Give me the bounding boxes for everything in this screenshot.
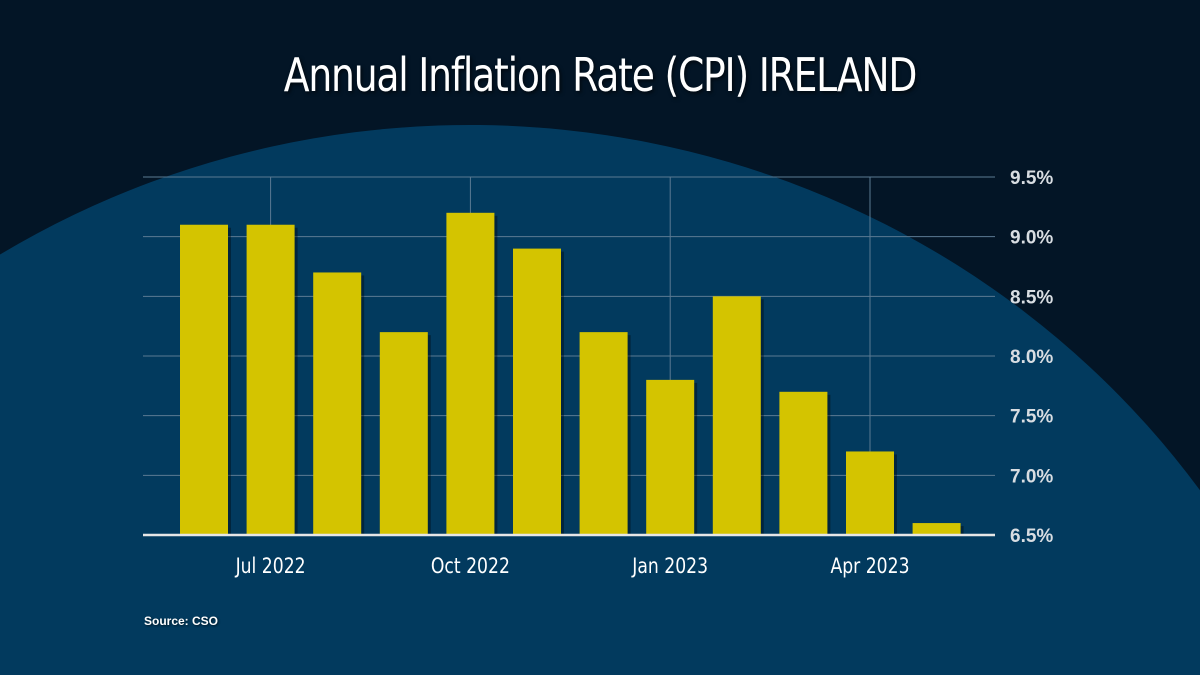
bar-jul-2022 [246,224,295,535]
y-tick-label: 6.5% [1010,526,1053,547]
bar-aug-2022 [313,272,362,535]
bar-oct-2022 [446,212,495,536]
bar-sep-2022 [379,332,428,535]
x-tick-label: Jan 2023 [631,553,708,578]
y-tick-label: 7.0% [1010,466,1053,487]
bar-apr-2023 [846,451,894,535]
x-tick-label: Jul 2022 [235,553,306,578]
y-tick-label: 9.0% [1010,228,1053,249]
bar-feb-2023 [712,296,761,535]
bar-jan-2023 [646,379,695,535]
x-tick-label: Oct 2022 [431,553,510,578]
bar-jun-2022 [180,224,228,535]
bar-nov-2022 [513,248,561,535]
bar-mar-2023 [779,391,828,535]
bar-dec-2022 [579,332,628,535]
bar-may-2023 [912,523,961,535]
y-tick-label: 9.5% [1010,168,1053,189]
chart-title: Annual Inflation Rate (CPI) IRELAND [283,48,918,102]
x-tick-label: Apr 2023 [830,553,909,578]
y-tick-label: 8.5% [1010,287,1053,308]
source-note: Source: CSO [144,614,219,628]
y-tick-label: 7.5% [1010,407,1053,428]
y-tick-label: 8.0% [1010,347,1053,368]
